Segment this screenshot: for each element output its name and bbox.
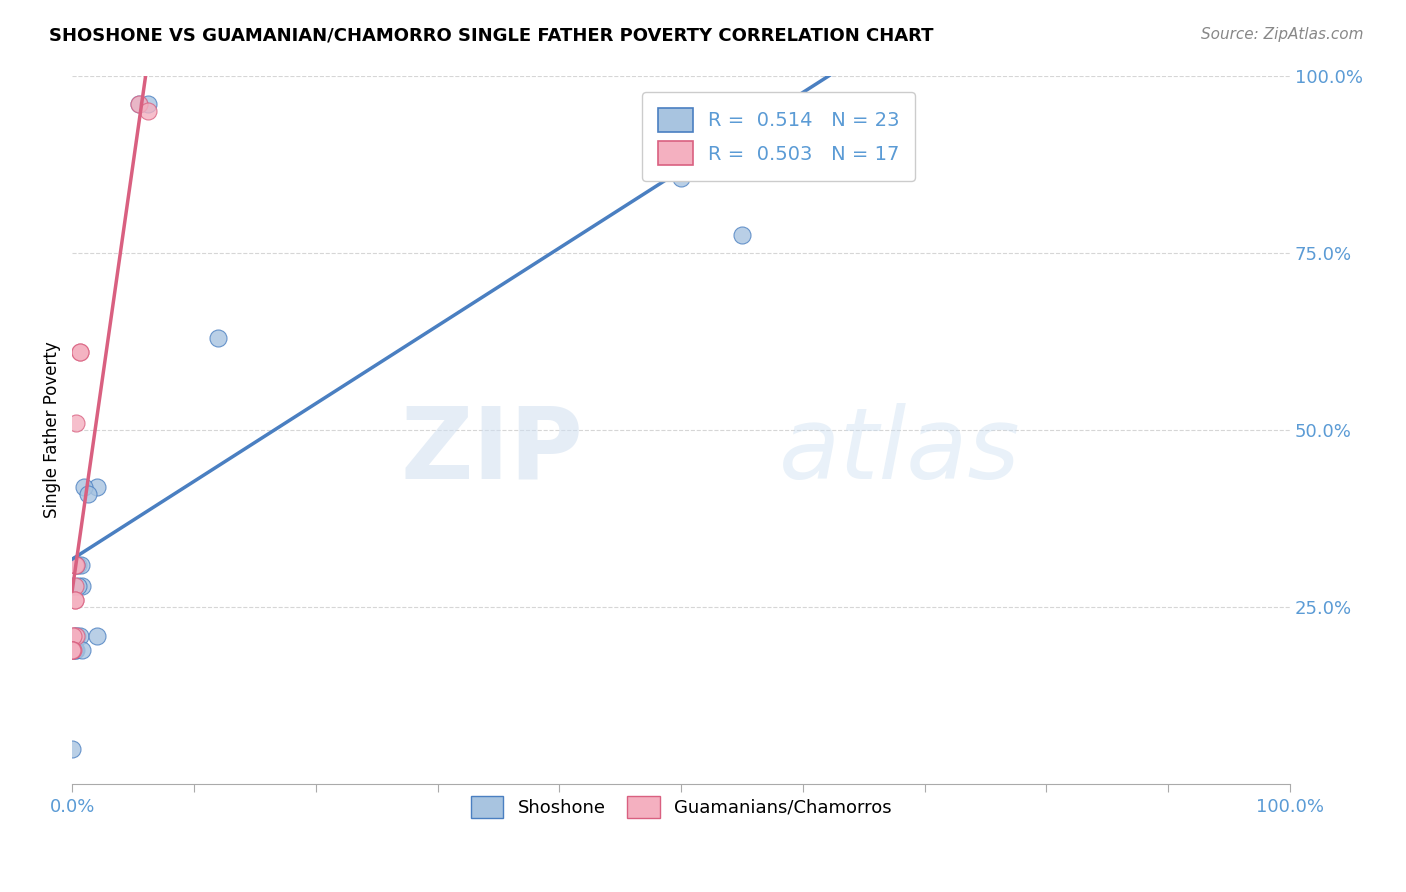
Point <box>62 629 84 643</box>
Point <box>69 345 91 359</box>
Point <box>77 487 100 501</box>
Point <box>62 642 84 657</box>
Point <box>62 642 84 657</box>
Point <box>70 579 93 593</box>
Text: SHOSHONE VS GUAMANIAN/CHAMORRO SINGLE FATHER POVERTY CORRELATION CHART: SHOSHONE VS GUAMANIAN/CHAMORRO SINGLE FA… <box>49 27 934 45</box>
Point <box>136 96 159 111</box>
Point <box>67 579 90 593</box>
Point <box>60 642 83 657</box>
Point <box>207 331 229 345</box>
Point <box>63 629 86 643</box>
Point <box>65 416 87 430</box>
Point <box>73 480 96 494</box>
Point <box>63 642 86 657</box>
Text: atlas: atlas <box>779 403 1021 500</box>
Point <box>70 642 93 657</box>
Point <box>63 593 86 607</box>
Point <box>65 558 87 572</box>
Point <box>62 629 84 643</box>
Point <box>65 629 87 643</box>
Point <box>60 742 83 756</box>
Point <box>69 345 91 359</box>
Point <box>69 558 91 572</box>
Point <box>63 593 86 607</box>
Point <box>128 96 150 111</box>
Point <box>136 103 159 118</box>
Point <box>65 558 87 572</box>
Legend: Shoshone, Guamanians/Chamorros: Shoshone, Guamanians/Chamorros <box>464 789 898 825</box>
Point <box>60 642 83 657</box>
Point <box>669 171 692 186</box>
Point <box>63 579 86 593</box>
Y-axis label: Single Father Poverty: Single Father Poverty <box>44 342 60 518</box>
Point <box>731 227 754 242</box>
Point <box>86 480 108 494</box>
Point <box>60 642 83 657</box>
Point <box>65 642 87 657</box>
Point <box>69 629 91 643</box>
Point <box>63 558 86 572</box>
Point <box>66 629 89 643</box>
Point <box>60 579 83 593</box>
Point <box>86 629 108 643</box>
Point <box>67 558 90 572</box>
Text: Source: ZipAtlas.com: Source: ZipAtlas.com <box>1201 27 1364 42</box>
Text: ZIP: ZIP <box>401 403 583 500</box>
Point <box>128 96 150 111</box>
